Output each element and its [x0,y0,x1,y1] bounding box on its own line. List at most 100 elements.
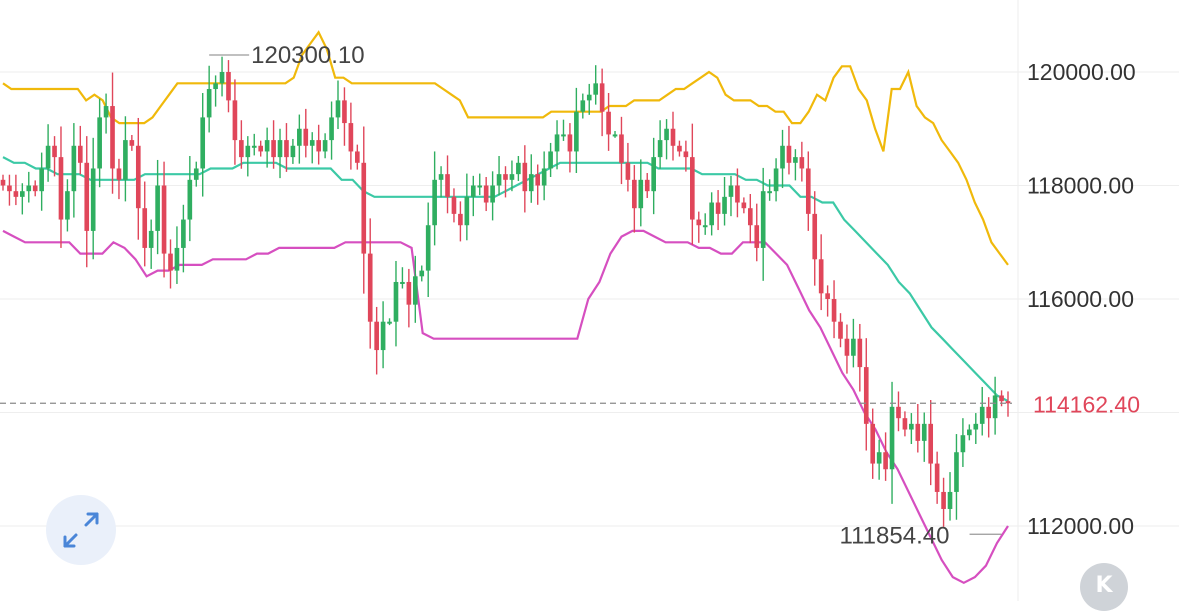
candle-body [567,134,573,152]
candle-body [483,185,489,203]
candle-body [780,145,785,169]
candle [445,155,450,214]
candle-body [909,423,914,430]
candle [831,280,837,339]
candle [406,268,412,328]
candle [786,125,792,175]
candle [432,151,437,246]
candle-body [412,276,418,305]
candle-body [954,452,959,492]
candle-body [432,179,437,226]
candle [77,125,83,175]
candle-body [451,196,457,214]
candlestick-series [0,56,1011,527]
candle-body [232,100,238,141]
candle [393,260,399,347]
candle [728,175,734,217]
candle [65,179,70,232]
candle [232,79,238,165]
candle-body [316,140,321,152]
candle [909,413,914,444]
candle-body [206,89,212,118]
candle-body [651,157,656,192]
candle [226,60,231,113]
candle [239,120,244,169]
candle [348,102,354,170]
candle [921,412,927,462]
candle [90,137,96,260]
candle [342,87,347,146]
candle-body [638,179,644,209]
candle [528,154,534,203]
candle [45,124,51,182]
candle-body [728,185,734,197]
candle [213,75,218,107]
candle [361,126,367,294]
candle-body [986,406,991,419]
candle-body [979,406,985,424]
candle-body [135,145,141,209]
candle-body [715,202,721,214]
candle [206,65,212,133]
candle [26,171,32,203]
candle [773,158,779,202]
candle [464,173,470,241]
candle [335,80,341,130]
candle [290,138,296,164]
candle-body [522,162,528,192]
expand-button[interactable] [46,495,116,565]
candle-body [805,168,811,214]
candle-body [309,140,315,146]
candle-body [284,140,289,158]
upper-band-line [2,30,1009,266]
candle [142,181,148,267]
candle-body [664,128,669,141]
candle-body [793,157,798,163]
candle-body [541,168,547,186]
candle [664,119,669,160]
candle [947,472,953,521]
candle [129,134,135,151]
candle-body [400,281,405,284]
candle-body [258,145,264,152]
candle-body [844,338,850,356]
y-tick-label: 120000.00 [1027,59,1136,85]
candle-body [709,202,714,226]
candle [380,301,386,369]
candle-body [625,162,631,180]
kline-toggle-button[interactable]: K [1080,563,1128,611]
candle-body [586,94,592,101]
candle [490,171,495,221]
candle-body [606,111,611,135]
candle [580,93,586,119]
candle-body [58,157,64,220]
candle-body [355,151,360,163]
candle [657,120,663,169]
candle-body [928,423,934,464]
candle [245,136,251,177]
candle-body [297,128,302,146]
candle [303,108,309,158]
candle-body [464,196,470,226]
candle [412,255,418,323]
k-icon: K [1095,573,1113,598]
candle [851,318,856,368]
candle-body [271,140,276,158]
candle [316,124,321,165]
candle [97,98,102,188]
candle [297,114,302,164]
candle-body [77,145,83,163]
candle [0,174,6,191]
candle-body [193,168,199,180]
extreme-markers: 120300.10 111854.40 [209,42,1002,549]
candle [973,413,979,444]
candle-body [200,117,206,169]
candle [683,140,689,172]
candle-body [342,100,347,124]
candle-body [277,140,283,158]
low-price-label: 111854.40 [840,522,950,549]
candle [548,142,553,177]
candle [844,324,850,374]
candle-body [45,145,51,169]
